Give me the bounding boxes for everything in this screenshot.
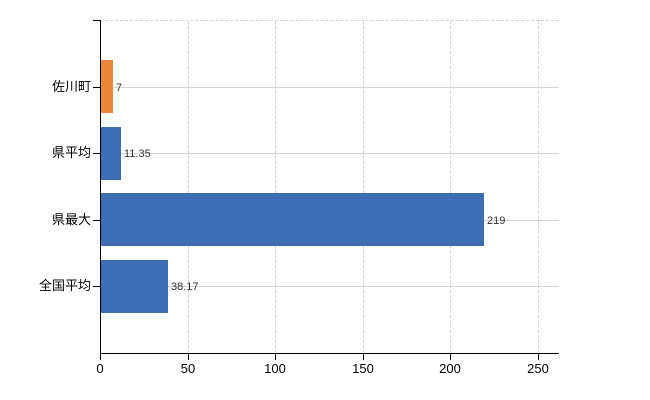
plot-top-border xyxy=(100,20,559,21)
y-axis-tick xyxy=(93,87,100,88)
x-axis-tick-label: 150 xyxy=(352,361,374,376)
bar xyxy=(101,60,113,113)
y-axis-line xyxy=(100,20,101,353)
value-label: 219 xyxy=(487,215,506,227)
bar xyxy=(101,193,484,246)
x-axis-tick xyxy=(275,354,276,360)
y-axis-label: 全国平均 xyxy=(38,278,91,293)
x-axis-tick xyxy=(100,354,101,360)
value-label: 11.35 xyxy=(124,148,151,160)
x-axis-tick xyxy=(450,354,451,360)
gridline-vertical xyxy=(450,21,451,353)
x-axis-tick xyxy=(188,354,189,360)
x-axis-tick-label: 250 xyxy=(527,361,549,376)
x-axis-line xyxy=(100,353,559,354)
bar xyxy=(101,127,121,180)
value-label: 38.17 xyxy=(171,281,199,293)
y-axis-top-cap xyxy=(93,20,100,21)
gridline-vertical xyxy=(537,21,539,353)
bar xyxy=(101,260,168,313)
y-axis-tick xyxy=(93,286,100,287)
gridline-vertical xyxy=(187,21,189,353)
y-axis-label: 県平均 xyxy=(51,145,91,160)
gridline-horizontal xyxy=(101,153,559,154)
y-axis-label: 県最大 xyxy=(51,212,91,227)
gridline-vertical xyxy=(275,21,276,353)
value-label: 7 xyxy=(116,82,123,94)
gridline-horizontal xyxy=(101,87,559,88)
y-axis-tick xyxy=(93,220,100,221)
x-axis-tick-label: 100 xyxy=(264,361,286,376)
y-axis-label: 佐川町 xyxy=(51,79,91,94)
y-axis-tick xyxy=(93,153,100,154)
x-axis-tick xyxy=(363,354,364,360)
x-axis-tick-label: 0 xyxy=(96,361,104,376)
gridline-vertical xyxy=(362,21,364,353)
x-axis-tick xyxy=(538,354,539,360)
x-axis-tick-label: 50 xyxy=(180,361,196,376)
x-axis-tick-label: 200 xyxy=(439,361,461,376)
gridline-horizontal xyxy=(101,286,559,287)
